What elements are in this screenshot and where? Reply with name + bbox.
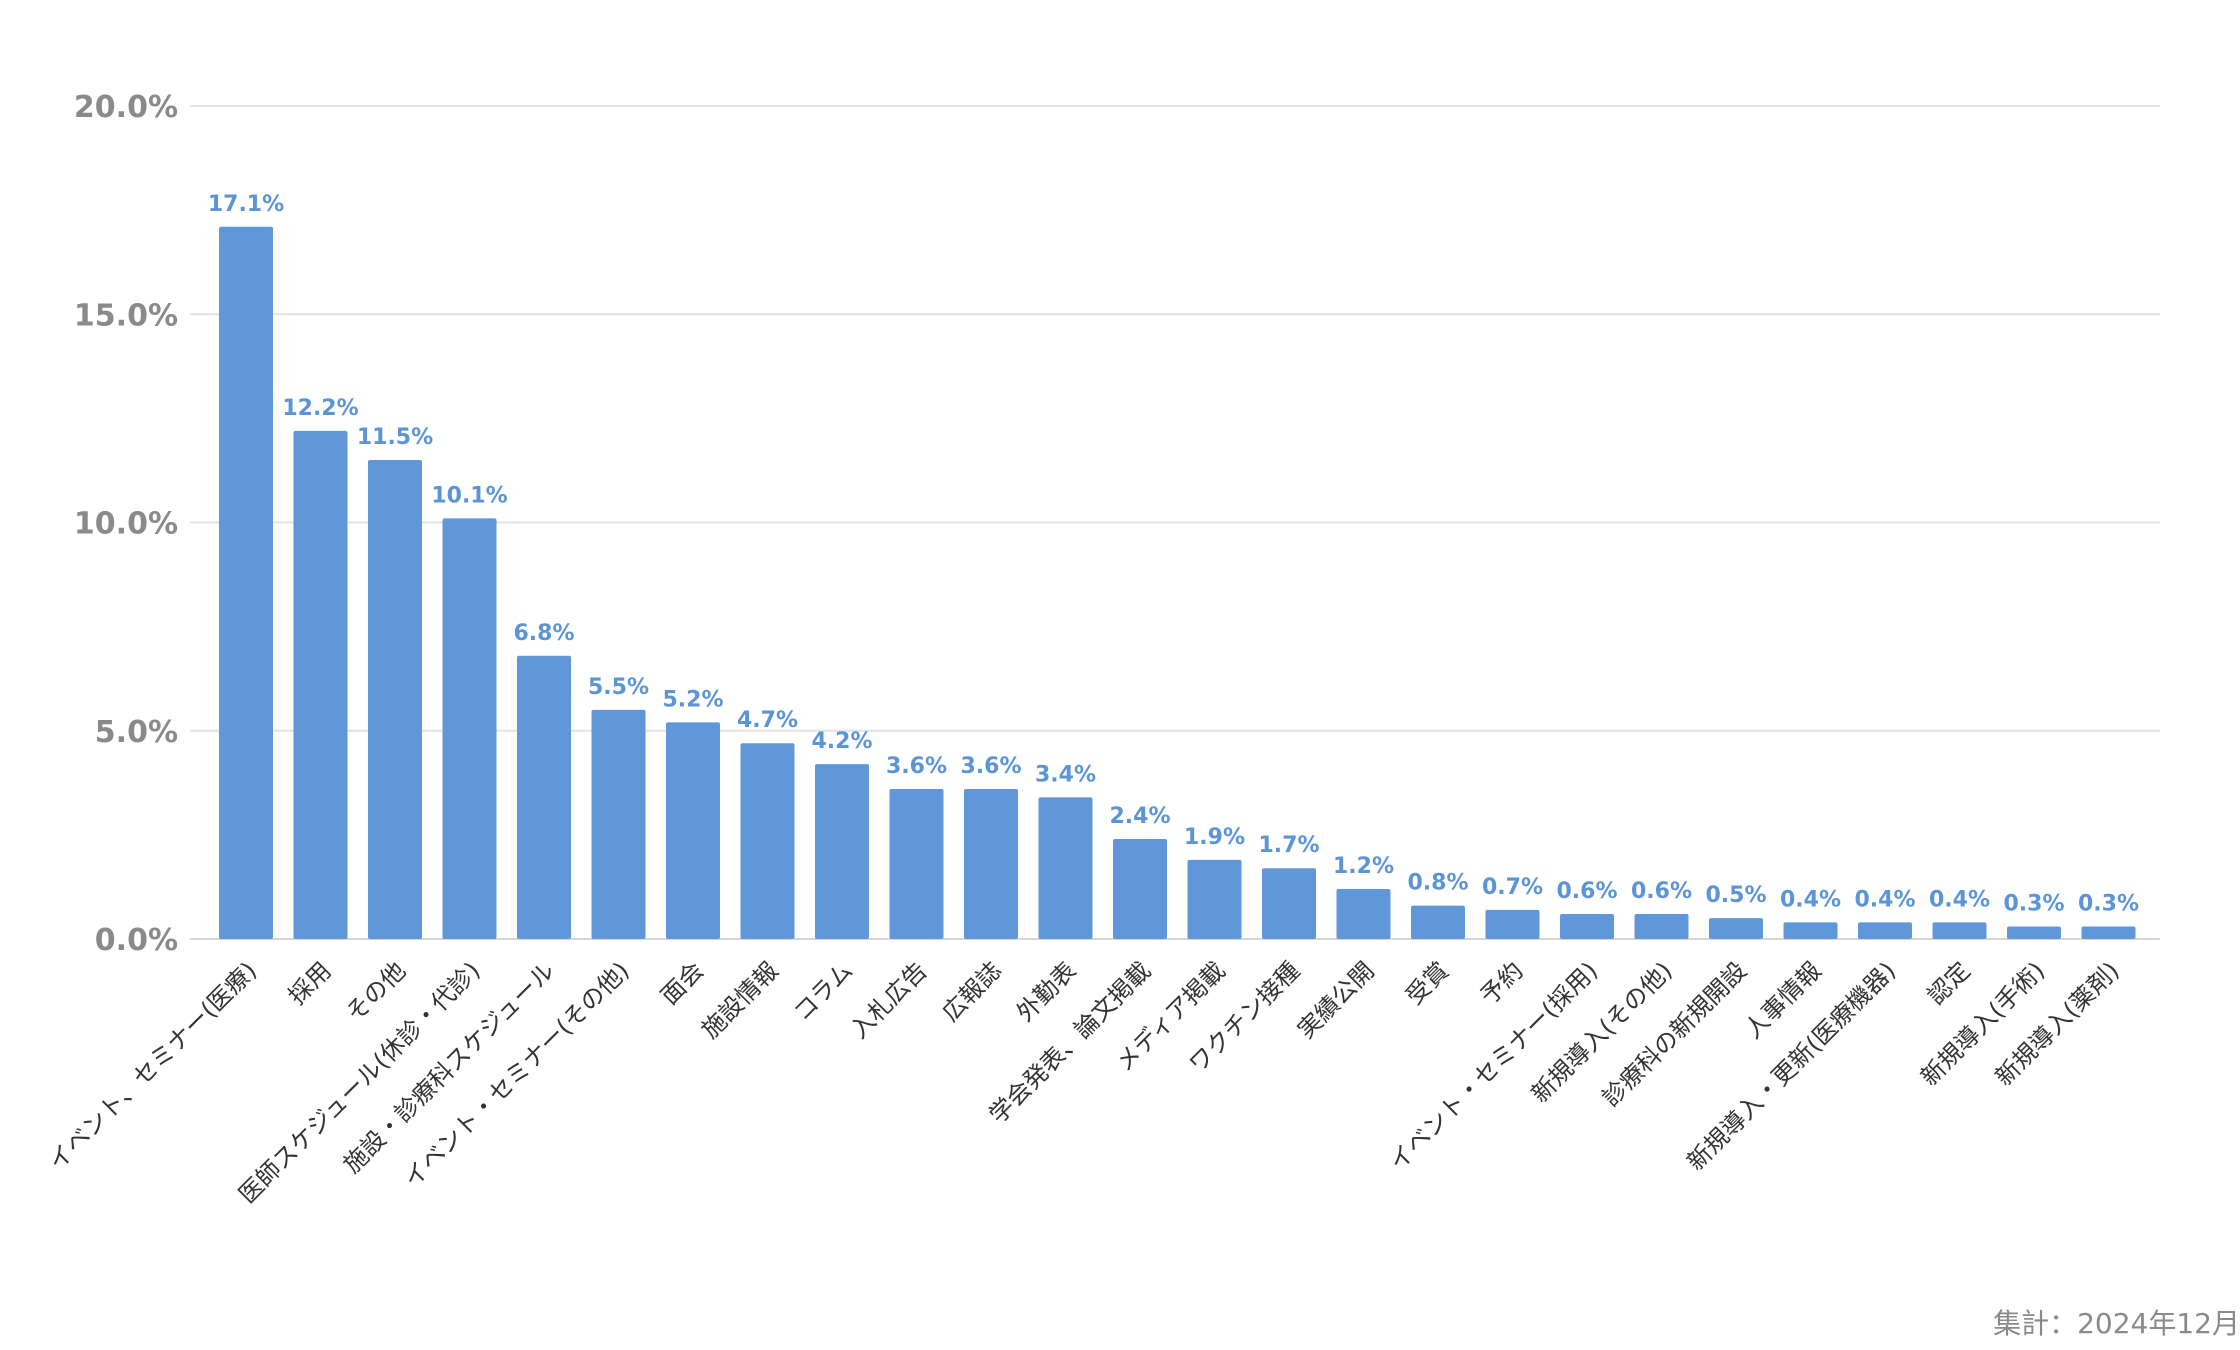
bar xyxy=(1038,797,1093,939)
y-tick-label: 5.0% xyxy=(95,715,178,750)
bar xyxy=(1262,868,1316,939)
bar xyxy=(1187,859,1242,939)
data-label: 0.4% xyxy=(1780,887,1841,912)
bar xyxy=(293,430,348,939)
bar xyxy=(1634,914,1689,939)
bar xyxy=(2081,926,2136,939)
data-label: 5.2% xyxy=(662,687,723,712)
data-label: 4.7% xyxy=(737,708,798,733)
data-label: 0.6% xyxy=(1556,879,1617,904)
bar xyxy=(1485,909,1540,939)
x-tick-label: 新規導入(その他) xyxy=(1526,956,1678,1108)
bar xyxy=(219,226,273,939)
x-tick-label: 認定 xyxy=(1922,956,1976,1010)
data-label: 1.7% xyxy=(1258,833,1319,858)
bar xyxy=(2007,926,2061,939)
x-axis-ticks: イベント、セミナー(医療) 採用 その他医師スケジュール(休診・代診)施設・診療科ス… xyxy=(43,956,2125,1208)
data-label: 4.2% xyxy=(811,729,872,754)
x-tick-label: 広報誌 xyxy=(937,956,1008,1027)
bar xyxy=(815,764,869,939)
bar xyxy=(442,518,497,939)
data-label: 0.7% xyxy=(1482,875,1543,900)
data-label: 3.6% xyxy=(960,754,1021,779)
data-label: 0.6% xyxy=(1631,879,1692,904)
bar xyxy=(1560,914,1614,939)
data-label: 12.2% xyxy=(282,396,358,421)
x-tick-label: 外勤表 xyxy=(1011,956,1082,1027)
data-label: 10.1% xyxy=(431,483,507,508)
data-label: 0.5% xyxy=(1705,883,1766,908)
footnote: 集計：2024年12月 xyxy=(1993,1307,2240,1340)
data-label: 0.4% xyxy=(1929,887,1990,912)
x-tick-label: 施設情報 xyxy=(696,956,784,1044)
x-tick-label: イベント、セミナー(医療) xyxy=(43,956,262,1175)
bar xyxy=(1858,922,1912,939)
bar xyxy=(666,722,720,939)
bar xyxy=(1411,905,1465,939)
data-label: 0.3% xyxy=(2078,892,2139,917)
data-label: 3.4% xyxy=(1035,762,1096,787)
bar xyxy=(591,709,646,939)
x-tick-label: 受賞 xyxy=(1401,956,1455,1010)
x-tick-label: 予約 xyxy=(1475,956,1529,1010)
data-label: 11.5% xyxy=(357,425,433,450)
y-tick-label: 0.0% xyxy=(95,923,178,958)
data-label: 5.5% xyxy=(588,675,649,700)
bar xyxy=(368,460,422,939)
data-label: 0.8% xyxy=(1407,871,1468,896)
y-tick-label: 15.0% xyxy=(74,298,178,333)
data-label: 6.8% xyxy=(513,621,574,646)
bar xyxy=(1783,922,1838,939)
bars xyxy=(219,226,2136,939)
x-tick-label: 採用 xyxy=(283,956,337,1010)
data-label: 3.6% xyxy=(886,754,947,779)
data-label: 0.3% xyxy=(2003,892,2064,917)
x-tick-label: 入札広告 xyxy=(845,956,933,1044)
data-label: 2.4% xyxy=(1109,804,1170,829)
bar xyxy=(964,789,1018,939)
y-axis-ticks: 0.0% 5.0% 10.0% 15.0% 20.0% xyxy=(74,90,178,958)
data-labels: 17.1% 12.2% 11.5% 10.1% 6.8% 5.5% 5.2% 4.7% 4.2%… xyxy=(208,192,2139,917)
bar xyxy=(1709,918,1763,939)
data-label: 0.4% xyxy=(1854,887,1915,912)
bar xyxy=(1113,839,1167,939)
bar xyxy=(1932,922,1987,939)
data-label: 1.9% xyxy=(1184,825,1245,850)
y-tick-label: 10.0% xyxy=(74,507,178,542)
data-label: 1.2% xyxy=(1333,854,1394,879)
y-tick-label: 20.0% xyxy=(74,90,178,125)
bar xyxy=(1336,889,1391,939)
x-tick-label: 診療科の新規開設 xyxy=(1597,956,1753,1112)
x-tick-label: コラム xyxy=(788,956,858,1026)
bar xyxy=(517,655,571,939)
data-label: 17.1% xyxy=(208,192,284,217)
x-tick-label: その他 xyxy=(341,956,412,1027)
bar xyxy=(740,743,795,939)
x-tick-label: 実績公開 xyxy=(1292,956,1380,1044)
x-tick-label: 面会 xyxy=(656,956,710,1010)
bar xyxy=(889,789,944,939)
